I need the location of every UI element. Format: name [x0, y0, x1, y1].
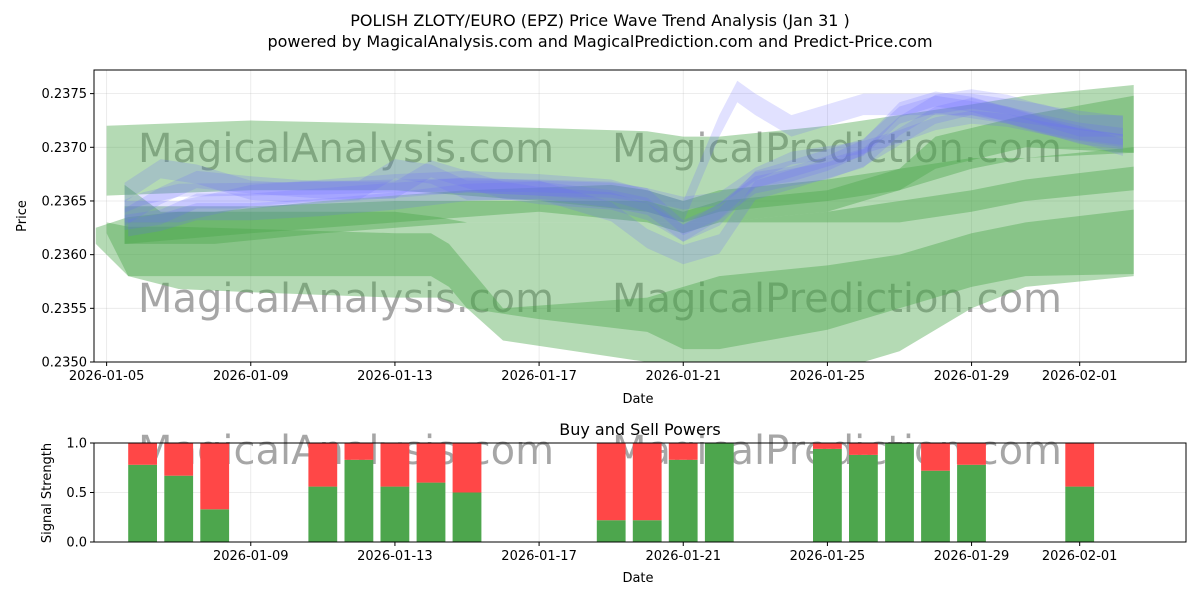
y-tick-label: 0.2370: [42, 141, 88, 156]
buy-bar: [416, 482, 446, 542]
watermark: MagicalAnalysis.com: [138, 276, 554, 322]
sell-bar: [380, 443, 410, 487]
buy-bar: [957, 464, 986, 542]
green-band: [106, 85, 1134, 223]
green-band: [124, 95, 1134, 244]
y-axis-label: Signal Strength: [40, 443, 55, 543]
x-tick-label: 2026-01-17: [501, 549, 577, 564]
plot-frame: [93, 69, 1187, 363]
x-tick-label: 2026-01-13: [357, 369, 433, 384]
blue-band: [124, 110, 1123, 213]
blue-bands: [124, 80, 1123, 265]
sell-bar: [164, 443, 194, 476]
y-axis-ticks: 0.2350 0.2355 0.2360 0.2365 0.2370 0.2375: [42, 87, 94, 371]
blue-band: [128, 97, 1123, 242]
buy-sell-panel: Buy and Sell Powers MagicalAnalysis.comM…: [40, 420, 1187, 586]
chart-subtitle: powered by MagicalAnalysis.com and Magic…: [267, 32, 932, 51]
green-bands: [95, 85, 1134, 362]
y-tick-label: 1.0: [66, 437, 87, 452]
x-tick-label: 2026-02-01: [1042, 549, 1118, 564]
sell-bar: [957, 443, 986, 465]
sell-bar: [416, 443, 446, 483]
buy-bar: [1065, 486, 1095, 542]
blue-band: [124, 95, 1123, 242]
x-axis-label: Date: [622, 392, 653, 407]
sell-bar: [308, 443, 338, 487]
green-band: [95, 166, 1134, 350]
x-tick-label: 2026-01-09: [213, 369, 289, 384]
buy-bar: [596, 520, 626, 542]
signal-bars: [128, 443, 1095, 542]
sell-bar: [200, 443, 230, 510]
buy-bar: [200, 509, 230, 542]
watermark: MagicalAnalysis.com: [138, 126, 554, 172]
y-tick-label: 0.2355: [42, 302, 88, 317]
buy-bar: [921, 470, 950, 542]
x-tick-label: 2026-01-25: [790, 549, 866, 564]
sell-bar: [452, 443, 482, 493]
buy-bar: [164, 475, 194, 542]
sell-bar: [632, 443, 662, 521]
blue-band: [124, 89, 1123, 265]
y-tick-label: 0.0: [66, 536, 87, 551]
x-tick-label: 2026-01-25: [790, 369, 866, 384]
sell-bar: [813, 443, 842, 449]
sell-bar: [921, 443, 950, 471]
watermarks: MagicalAnalysis.com MagicalPrediction.com…: [138, 126, 1062, 322]
x-tick-label: 2026-01-21: [645, 549, 721, 564]
buy-bar: [632, 520, 662, 542]
buy-bar: [308, 486, 338, 542]
y-tick-label: 0.2375: [42, 87, 88, 102]
green-band: [106, 209, 1134, 362]
y-tick-label: 0.2365: [42, 194, 88, 209]
price-panel: MagicalAnalysis.com MagicalPrediction.com…: [15, 69, 1187, 407]
x-axis-label: Date: [622, 571, 653, 586]
x-tick-label: 2026-01-05: [69, 369, 145, 384]
sell-bar: [128, 443, 157, 465]
y-tick-label: 0.2360: [42, 248, 88, 263]
watermark: MagicalPrediction.com: [612, 126, 1062, 172]
sell-bar: [344, 443, 374, 460]
buy-bar: [128, 464, 157, 542]
sell-bar: [668, 443, 698, 460]
x-axis-ticks: 2026-01-05 2026-01-09 2026-01-13 2026-01-17…: [69, 362, 1118, 384]
buy-bar: [380, 486, 410, 542]
y-axis-ticks: 0.0 0.5 1.0: [66, 437, 94, 551]
x-tick-label: 2026-02-01: [1042, 369, 1118, 384]
sell-bar: [849, 443, 878, 455]
buy-bar: [813, 448, 842, 542]
sell-bar: [596, 443, 626, 521]
x-tick-label: 2026-01-13: [357, 549, 433, 564]
buy-bar: [849, 454, 878, 542]
blue-band: [124, 80, 1123, 223]
x-tick-label: 2026-01-09: [213, 549, 289, 564]
x-tick-label: 2026-01-17: [501, 369, 577, 384]
buy-bar: [452, 492, 482, 542]
x-tick-label: 2026-01-29: [934, 549, 1010, 564]
buy-bar: [344, 459, 374, 542]
y-tick-label: 0.2350: [42, 356, 88, 371]
buy-bar: [668, 459, 698, 542]
buy-bar: [704, 443, 734, 542]
x-tick-label: 2026-01-21: [645, 369, 721, 384]
buy-sell-title: Buy and Sell Powers: [559, 420, 721, 439]
x-axis-ticks: 2026-01-09 2026-01-13 2026-01-17 2026-01-21…: [213, 542, 1117, 564]
watermark: MagicalPrediction.com: [612, 276, 1062, 322]
sell-bar: [1065, 443, 1095, 487]
y-axis-label: Price: [15, 200, 30, 232]
x-tick-label: 2026-01-29: [934, 369, 1010, 384]
buy-bar: [885, 443, 914, 542]
chart-title: POLISH ZLOTY/EURO (EPZ) Price Wave Trend…: [350, 11, 850, 30]
green-band: [124, 147, 1134, 244]
y-tick-label: 0.5: [66, 486, 87, 501]
